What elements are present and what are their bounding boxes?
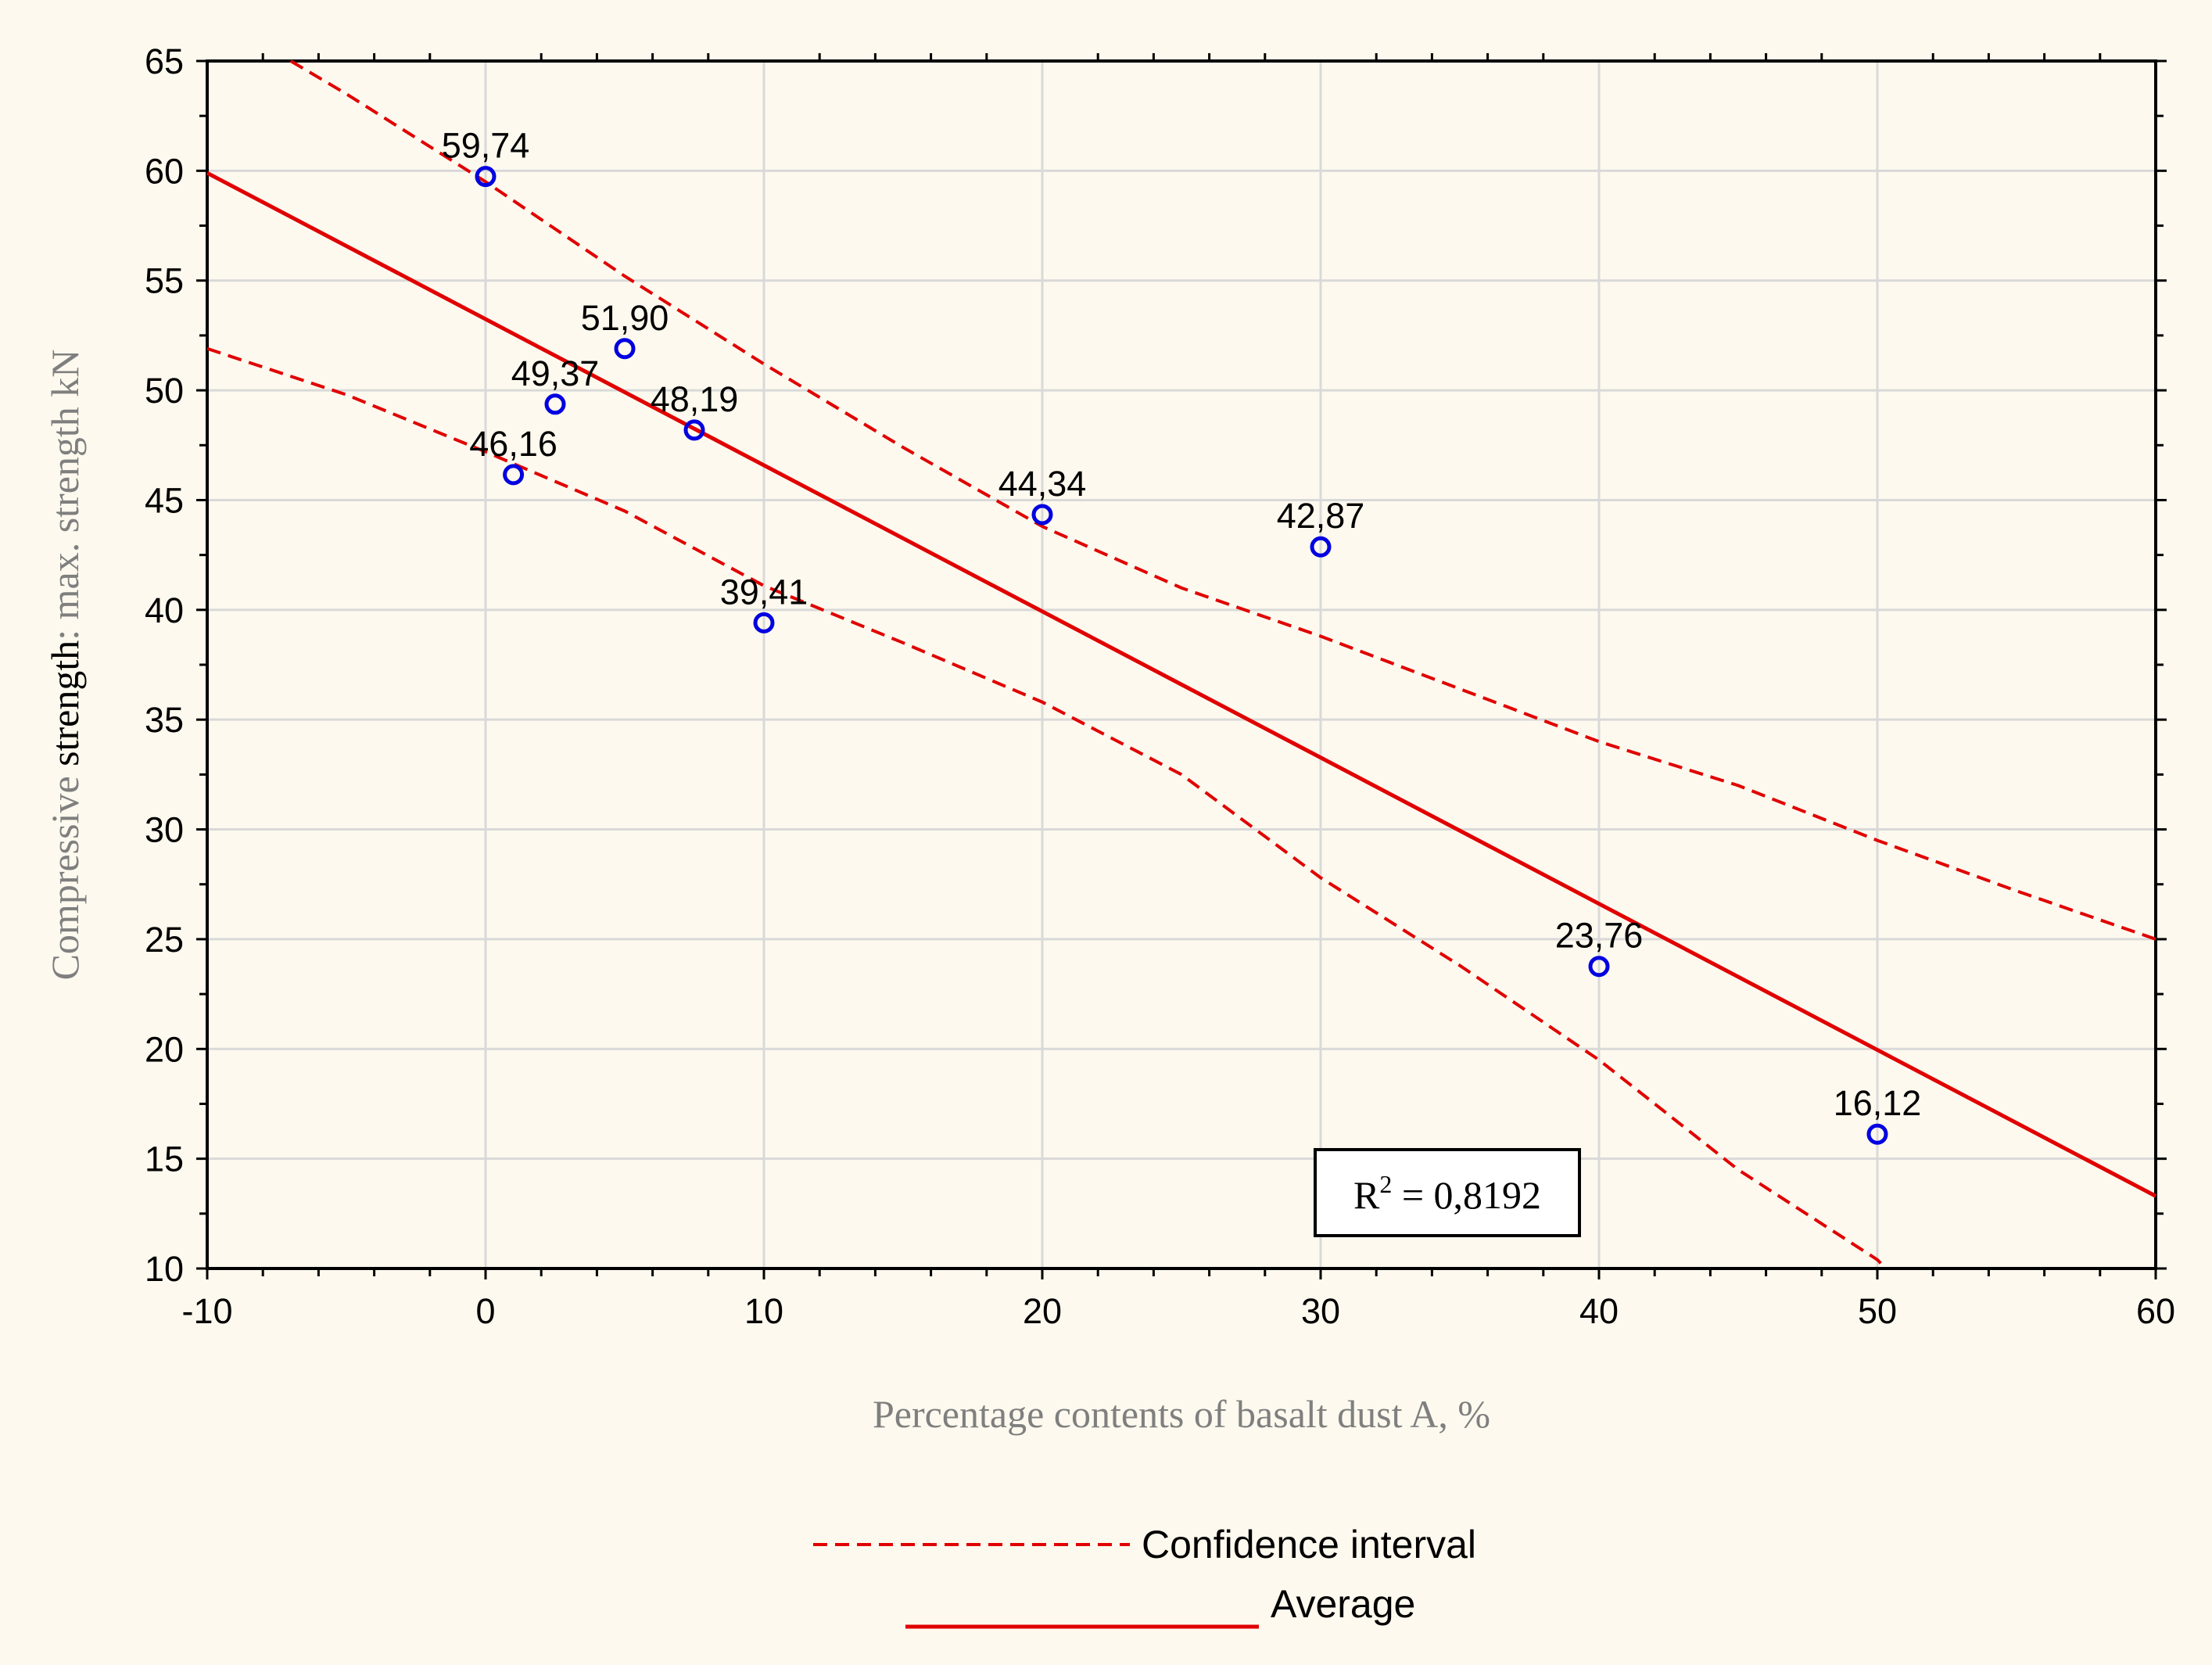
x-axis-title: Percentage contents of basalt dust A, %: [873, 1392, 1490, 1436]
data-point-marker: [1588, 956, 1610, 978]
data-point-label: 48,19: [651, 379, 739, 419]
x-tick-label: 30: [1301, 1291, 1340, 1331]
data-point-label: 39,41: [720, 572, 808, 612]
legend: Confidence interval Average: [813, 1523, 1476, 1629]
y-tick-label: 10: [145, 1249, 184, 1289]
data-point-marker: [503, 464, 525, 486]
data-point-label: 59,74: [442, 126, 530, 166]
data-point-marker: [1031, 504, 1053, 526]
y-tick-label: 45: [145, 480, 184, 520]
axis-ticks: -10 0 10 20 30 40 50 60 10 15 20 25 30 35 40 45 50 55 60 65: [145, 41, 2175, 1331]
data-point-marker: [614, 338, 636, 360]
y-tick-label: 65: [145, 41, 184, 81]
y-tick-label: 15: [145, 1139, 184, 1179]
confidence-upper-line: [289, 59, 2156, 941]
x-tick-label: -10: [181, 1291, 232, 1331]
data-points: 59,74 46,16 49,37 51,90 48,19 39,41 44,34 42,87…: [442, 126, 1922, 1145]
y-tick-label: 55: [145, 261, 184, 301]
r-squared-frame: [1314, 1148, 1581, 1237]
data-point-marker: [753, 612, 775, 633]
data-point-marker: [683, 419, 705, 441]
x-tick-label: 40: [1579, 1291, 1619, 1331]
confidence-lower-line: [206, 346, 1888, 1270]
data-point-label: 44,34: [998, 464, 1087, 504]
y-tick-label: 40: [145, 590, 184, 630]
y-tick-label: 25: [145, 920, 184, 960]
x-tick-label: 50: [1858, 1291, 1897, 1331]
grid-lines: [207, 61, 2156, 1268]
data-point-label: 23,76: [1555, 916, 1644, 956]
y-tick-label: 35: [145, 700, 184, 740]
data-point-marker: [544, 393, 566, 415]
data-point-label: 49,37: [511, 353, 600, 393]
data-point-label: 16,12: [1834, 1083, 1922, 1123]
r-squared-value: = 0,8192: [1392, 1173, 1541, 1217]
x-tick-label: 10: [744, 1291, 783, 1331]
data-point-marker: [475, 166, 497, 188]
data-point-marker: [1866, 1123, 1888, 1145]
legend-label-average: Average: [1271, 1582, 1415, 1626]
y-tick-label: 50: [145, 371, 184, 411]
r-squared-label: R2 = 0,8192: [1353, 1170, 1541, 1217]
data-point-label: 46,16: [469, 424, 557, 464]
y-tick-label: 20: [145, 1029, 184, 1069]
data-point-label: 42,87: [1277, 496, 1365, 536]
y-axis-title-part1: Compressive: [43, 766, 87, 981]
r-squared-superscript: 2: [1379, 1170, 1392, 1198]
legend-label-confidence: Confidence interval: [1142, 1523, 1476, 1566]
y-tick-label: 30: [145, 810, 184, 850]
data-point-label: 51,90: [581, 298, 669, 338]
series-lines: [206, 59, 2157, 1270]
x-tick-label: 20: [1023, 1291, 1062, 1331]
y-axis-title: Compressive strength: max. strength kN: [43, 350, 87, 981]
y-tick-label: 60: [145, 151, 184, 191]
x-tick-label: 60: [2136, 1291, 2175, 1331]
r-squared-prefix: R: [1353, 1173, 1380, 1217]
r-squared-box: R2 = 0,8192: [1314, 1148, 1581, 1237]
y-axis-title-part3: : max. strength kN: [43, 350, 87, 641]
data-point-marker: [1310, 536, 1332, 558]
average-fit-line: [206, 170, 2157, 1198]
x-tick-label: 0: [475, 1291, 495, 1331]
y-axis-title-part2: strength: [43, 641, 87, 766]
